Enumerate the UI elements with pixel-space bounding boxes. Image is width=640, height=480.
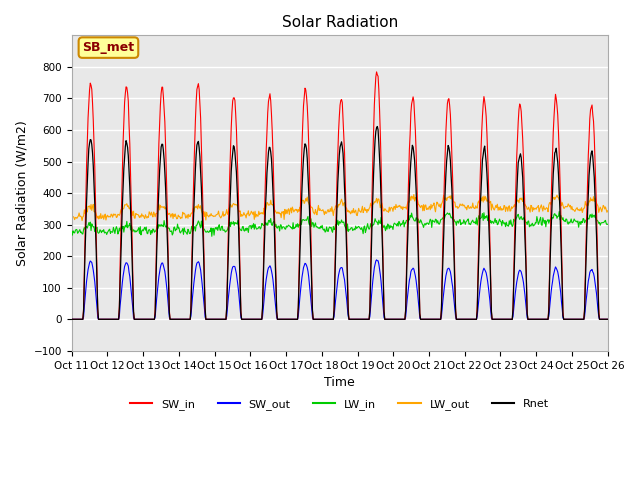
Legend: SW_in, SW_out, LW_in, LW_out, Rnet: SW_in, SW_out, LW_in, LW_out, Rnet [126, 395, 554, 415]
Y-axis label: Solar Radiation (W/m2): Solar Radiation (W/m2) [15, 120, 28, 266]
Title: Solar Radiation: Solar Radiation [282, 15, 398, 30]
Text: SB_met: SB_met [83, 41, 134, 54]
X-axis label: Time: Time [324, 376, 355, 389]
